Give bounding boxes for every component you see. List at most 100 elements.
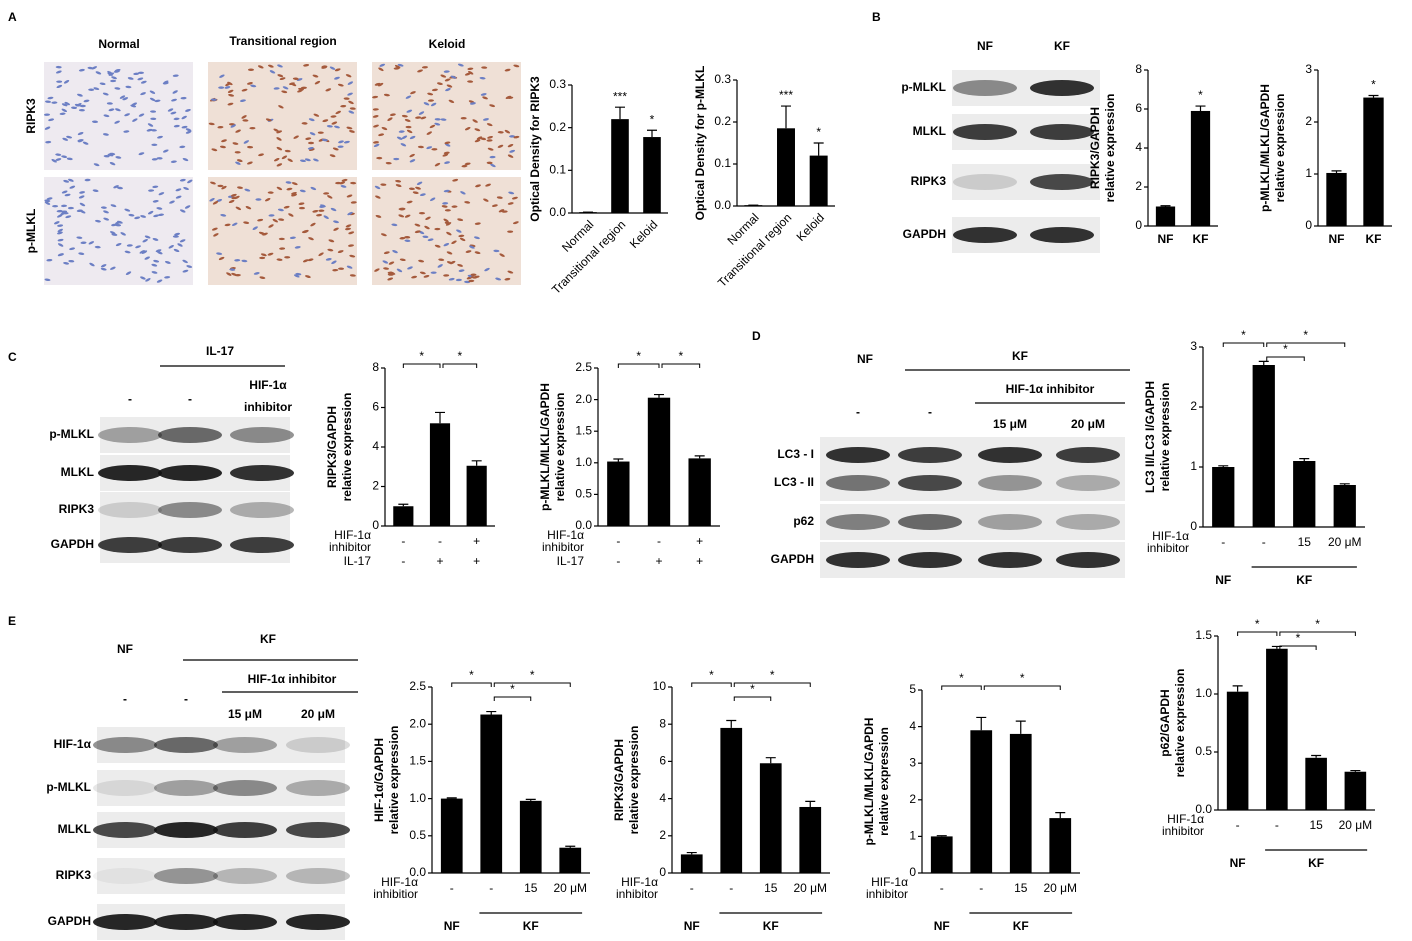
blot-band xyxy=(158,502,222,518)
cell xyxy=(78,68,85,72)
cell xyxy=(138,152,145,156)
error-bar xyxy=(1055,812,1066,819)
cell xyxy=(436,82,443,85)
cell xyxy=(346,126,353,130)
cell xyxy=(236,159,243,163)
significance-label: *** xyxy=(779,88,793,102)
cell xyxy=(305,137,312,140)
cell xyxy=(255,198,262,201)
significance-label: * xyxy=(1315,617,1320,631)
cell xyxy=(179,239,186,243)
significance-bracket xyxy=(402,363,441,368)
histology-row-label: RIPK3 xyxy=(24,98,38,134)
cell xyxy=(241,88,248,92)
cell xyxy=(468,70,474,75)
cell xyxy=(431,148,438,151)
cell xyxy=(102,133,109,136)
error-bar xyxy=(1195,105,1206,111)
cell xyxy=(122,97,129,101)
histology-image xyxy=(372,177,521,285)
cell xyxy=(293,135,299,139)
cell xyxy=(259,256,266,260)
cell xyxy=(376,156,383,160)
y-tick-label: 0.5 xyxy=(409,828,426,842)
blot-band xyxy=(93,822,157,838)
cell xyxy=(313,158,319,162)
cell xyxy=(458,234,465,238)
cell xyxy=(56,80,63,83)
condition-label: IL-17 xyxy=(344,554,372,568)
cell xyxy=(427,238,434,242)
cell xyxy=(125,85,132,89)
cell xyxy=(44,126,51,130)
bar xyxy=(466,465,487,526)
blot-band xyxy=(978,514,1042,530)
cell xyxy=(278,237,285,241)
cell xyxy=(508,191,515,195)
cell xyxy=(497,144,504,148)
cell xyxy=(474,222,481,225)
cell xyxy=(210,98,217,101)
cell xyxy=(372,115,379,118)
blot-band xyxy=(230,502,294,518)
cell xyxy=(68,259,75,263)
cell xyxy=(375,214,382,218)
error-bar xyxy=(471,460,482,466)
cell xyxy=(45,140,52,144)
error-bar xyxy=(435,411,445,424)
cell xyxy=(135,245,141,249)
cell xyxy=(213,233,219,237)
inhibitor-label: inhibitor xyxy=(244,400,292,414)
cell xyxy=(158,192,165,196)
error-bar xyxy=(765,757,776,764)
condition-label: HIF-1α xyxy=(381,875,418,889)
y-tick-label: 0 xyxy=(1190,519,1197,533)
cell xyxy=(185,109,191,112)
condition-value: - xyxy=(438,534,442,548)
y-tick-label: 6 xyxy=(1135,101,1142,115)
cell xyxy=(486,161,493,165)
y-axis-label: relative expression xyxy=(340,393,354,502)
cell xyxy=(44,113,51,116)
cell xyxy=(399,237,406,240)
cell xyxy=(387,277,394,281)
blot-row-label: HIF-1α xyxy=(54,737,92,751)
cell xyxy=(437,264,443,268)
group-label: KF xyxy=(763,919,779,933)
cell xyxy=(44,201,51,205)
cell xyxy=(389,113,396,116)
cell xyxy=(305,275,311,278)
error-bar xyxy=(805,800,816,807)
cell xyxy=(181,115,187,120)
y-axis-label: relative expression xyxy=(1103,94,1117,203)
cell xyxy=(76,236,83,239)
cell xyxy=(350,181,357,185)
cell xyxy=(67,206,74,210)
cell xyxy=(47,96,54,100)
cell xyxy=(419,211,426,215)
condition-label: inhibitor xyxy=(866,887,908,901)
blot-band xyxy=(154,822,218,838)
error-bar xyxy=(525,798,536,801)
cell xyxy=(110,266,116,270)
cell xyxy=(317,131,324,134)
condition-value: - xyxy=(657,534,661,548)
cell xyxy=(409,135,416,140)
blot-band xyxy=(213,822,277,838)
significance-label: * xyxy=(419,349,424,363)
significance-label: * xyxy=(530,668,535,682)
cell xyxy=(180,96,187,100)
error-bar xyxy=(615,106,625,120)
cell xyxy=(307,146,314,150)
y-tick-label: 1.0 xyxy=(575,455,592,469)
cell xyxy=(115,242,122,247)
y-tick-label: 0.0 xyxy=(714,198,731,212)
y-tick-label: 1 xyxy=(1305,166,1312,180)
cell xyxy=(382,260,389,264)
cell xyxy=(294,246,301,249)
x-tick-label: NF xyxy=(1158,232,1174,246)
cell xyxy=(115,108,121,112)
cell xyxy=(56,209,63,213)
condition-label: IL-17 xyxy=(557,554,585,568)
cell xyxy=(100,206,107,209)
